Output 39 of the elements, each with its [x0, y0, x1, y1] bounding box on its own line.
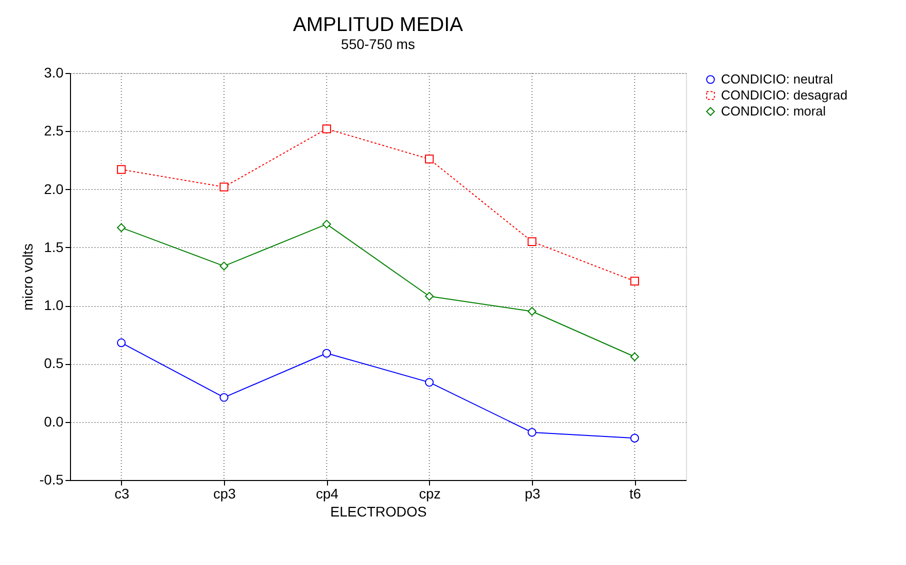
- legend-label: CONDICIO: desagrad: [721, 88, 848, 102]
- x-axis-title: ELECTRODOS: [330, 504, 427, 520]
- chart-subtitle: 550-750 ms: [341, 36, 415, 52]
- point: [630, 352, 640, 362]
- point: [630, 276, 640, 286]
- point: [116, 223, 126, 232]
- x-tick-label: c3: [114, 486, 130, 502]
- x-tick-label: cp4: [316, 486, 339, 502]
- point: [322, 220, 332, 229]
- y-tick-label: 2.5: [44, 122, 64, 139]
- point: [424, 292, 434, 301]
- point: [424, 154, 434, 164]
- y-tick-label: 1.5: [44, 238, 64, 255]
- y-tick-label: 1.0: [44, 297, 64, 314]
- y-tick-label: 0.5: [44, 355, 64, 372]
- point: [322, 348, 332, 358]
- y-tick-label: 0.0: [44, 413, 64, 430]
- x-tick-label: t6: [629, 486, 642, 502]
- point: [322, 124, 332, 134]
- chart-title: AMPLITUD MEDIA: [292, 14, 464, 36]
- point: [528, 307, 536, 316]
- x-tick-label: p3: [524, 486, 540, 502]
- y-tick-label: 3.0: [44, 64, 64, 80]
- point: [116, 165, 126, 174]
- x-tick-label: cpz: [418, 486, 441, 502]
- point: [220, 393, 228, 402]
- point: [528, 428, 536, 437]
- point: [528, 237, 536, 246]
- x-tick-label: cp3: [213, 486, 236, 502]
- y-tick-label: 2.0: [44, 180, 64, 197]
- legend-label: CONDICIO: moral: [721, 104, 826, 118]
- y-tick-label: -0.5: [39, 472, 64, 488]
- point: [630, 434, 640, 443]
- point: [116, 338, 126, 348]
- point: [220, 182, 228, 192]
- point: [220, 262, 228, 270]
- legend-label: CONDICIO: neutral: [721, 72, 834, 86]
- y-axis-title: micro volts: [19, 244, 36, 310]
- point: [424, 378, 434, 387]
